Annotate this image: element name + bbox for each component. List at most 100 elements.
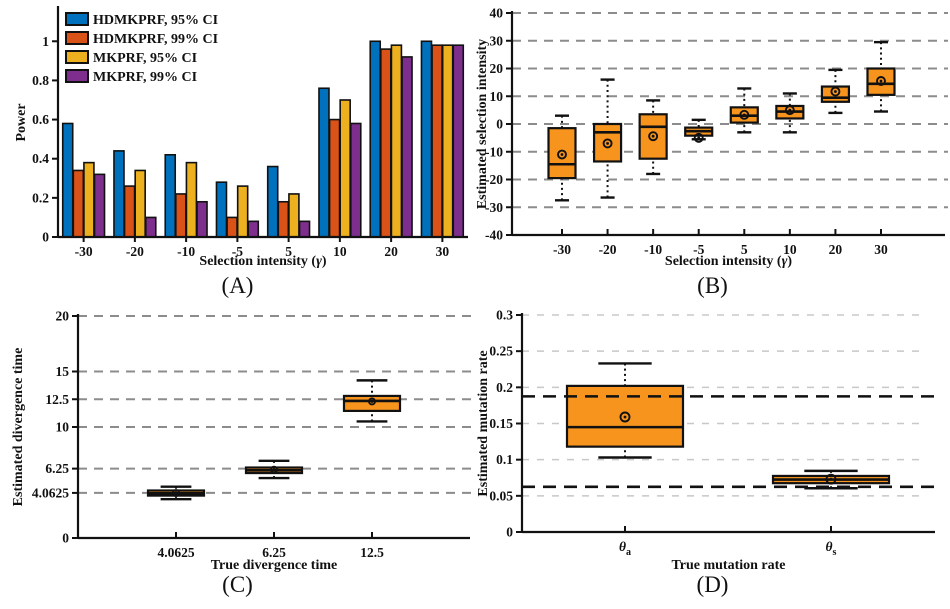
mean-marker	[876, 76, 886, 86]
bar--5-s2	[236, 185, 249, 238]
x-tick-label: -30	[75, 244, 93, 259]
legend: HDMKPRF, 95% CI HDMKPRF, 99% CI MKPRF, 95%…	[65, 12, 218, 85]
box--30	[547, 114, 577, 202]
box-5	[729, 87, 759, 134]
bar-30-s2	[441, 44, 454, 238]
x-tick-label: -10	[644, 242, 662, 257]
y-tick-label: 0	[506, 525, 513, 540]
x-tick-label: θa	[619, 539, 631, 558]
bar--20-s1	[123, 185, 136, 238]
x-axis-label: True mutation rate	[671, 558, 785, 573]
y-tick-label: 0	[62, 531, 69, 546]
box--5	[684, 118, 714, 143]
mean-marker	[825, 473, 837, 485]
bar-30-s0	[420, 40, 433, 238]
y-tick-label: -20	[485, 172, 503, 187]
x-tick-label: 5	[285, 244, 292, 259]
legend-swatch	[65, 69, 89, 83]
bar-10-s0	[318, 87, 330, 238]
bar--30-s1	[72, 169, 85, 238]
legend-swatch	[65, 50, 89, 64]
x-tick-label: 6.25	[262, 545, 286, 560]
chart-D: 0 0.05 0.1 0.15 0.2 0.25 0.3 θa θs True mutation …	[476, 308, 940, 573]
x-axis-label: Selection intensity (γ)	[665, 254, 792, 269]
panel-d-mutation-boxplot: 0 0.05 0.1 0.15 0.2 0.25 0.3 θa θs True mutation …	[475, 300, 950, 609]
y-tick-label: 30	[490, 33, 504, 48]
bar--10-s0	[164, 153, 177, 238]
y-axis-label: Estimated selection intensity	[475, 39, 490, 209]
x-tick-label: θs	[826, 539, 837, 558]
bar-5-s1	[277, 200, 290, 238]
mean-marker	[784, 105, 795, 116]
y-tick-label: 15	[56, 364, 70, 379]
bar-20-s1	[380, 48, 392, 238]
bar-20-s2	[390, 44, 403, 238]
bar--30-s0	[61, 122, 74, 238]
bar-10-s2	[339, 99, 351, 238]
x-tick-label: 4.0625	[157, 545, 194, 560]
y-tick-label: 0	[496, 117, 503, 132]
y-tick-label: 0.15	[489, 416, 513, 431]
x-tick-label: 12.5	[360, 545, 384, 560]
chart-C: 0 4.0625 6.25 10 12.5 15 20 4.0625 6.25 12.5 True …	[11, 309, 473, 573]
x-tick-label: 30	[874, 242, 888, 257]
x-tick-label: 30	[436, 244, 450, 259]
legend-swatch	[65, 31, 89, 45]
bar--20-s3	[144, 216, 157, 238]
box--20	[592, 78, 623, 199]
bar-20-s3	[401, 56, 413, 238]
chart-B: -40 -30 -20 -10 0 10 20 30 40 -30 -20 -10 -5 5 10 20 30 S…	[475, 6, 948, 269]
bar-20-s0	[369, 40, 382, 238]
y-axis-label: Estimated divergence time	[11, 348, 26, 507]
box-4.0625	[146, 485, 206, 501]
chart-A: 0 0.2 0.4 0.6 0.8 1 -30 -20 -10 -5 5 10 20 30 Selectio…	[14, 6, 468, 269]
y-tick-label: 0.3	[496, 308, 513, 323]
x-tick-label: -20	[126, 244, 144, 259]
y-tick-label: 20	[56, 309, 70, 324]
bar--10-s1	[175, 193, 187, 238]
y-axis-label: Estimated mutation rate	[476, 350, 491, 496]
bar-30-s3	[452, 44, 465, 238]
y-tick-label: 12.5	[45, 392, 69, 407]
bar--5-s0	[215, 181, 228, 238]
mean-marker	[368, 397, 376, 406]
bar-10-s1	[328, 118, 341, 238]
y-tick-label: 0.8	[32, 73, 49, 88]
y-tick-label: 0	[42, 230, 49, 245]
box-6.25	[244, 459, 304, 480]
legend-label: HDMKPRF, 99% CI	[93, 32, 218, 47]
box-20	[820, 68, 851, 115]
panel-a-power-barchart: 0 0.2 0.4 0.6 0.8 1 -30 -20 -10 -5 5 10 20 30 Selectio…	[0, 0, 475, 300]
bar-30-s1	[431, 44, 443, 238]
x-axis-label: Selection intensity (γ)	[199, 254, 326, 269]
mean-marker	[557, 149, 567, 160]
bar--5-s1	[226, 216, 238, 238]
iqr-box	[820, 85, 851, 103]
legend-label: HDMKPRF, 95% CI	[93, 13, 218, 28]
box-30	[866, 40, 896, 113]
y-tick-label: -40	[485, 228, 503, 243]
y-axis-label: Power	[14, 103, 29, 141]
mean-marker	[830, 86, 841, 97]
legend-label: MKPRF, 99% CI	[93, 70, 197, 85]
panel-b-caption: (B)	[697, 273, 728, 298]
x-tick-label: -30	[553, 242, 571, 257]
y-tick-label: 4.0625	[32, 485, 69, 500]
bar--30-s3	[93, 173, 106, 238]
panel-a-caption: (A)	[221, 273, 254, 298]
box-θs	[771, 469, 891, 490]
bar--20-s0	[113, 150, 125, 238]
x-axis-label: True divergence time	[211, 558, 337, 573]
x-tick-label: -10	[177, 244, 195, 259]
y-tick-label: 0.6	[32, 112, 49, 127]
panel-b-selection-boxplot: -40 -30 -20 -10 0 10 20 30 40 -30 -20 -10 -5 5 10 20 30 S…	[475, 0, 950, 300]
bar--10-s3	[196, 200, 208, 238]
x-tick-label: 20	[384, 244, 398, 259]
y-tick-label: 0.4	[32, 151, 49, 166]
x-tick-label: 10	[333, 244, 347, 259]
bar-5-s3	[298, 220, 311, 238]
bar-5-s0	[266, 165, 279, 238]
y-tick-label: 0.2	[32, 190, 49, 205]
y-tick-label: 20	[490, 61, 504, 76]
